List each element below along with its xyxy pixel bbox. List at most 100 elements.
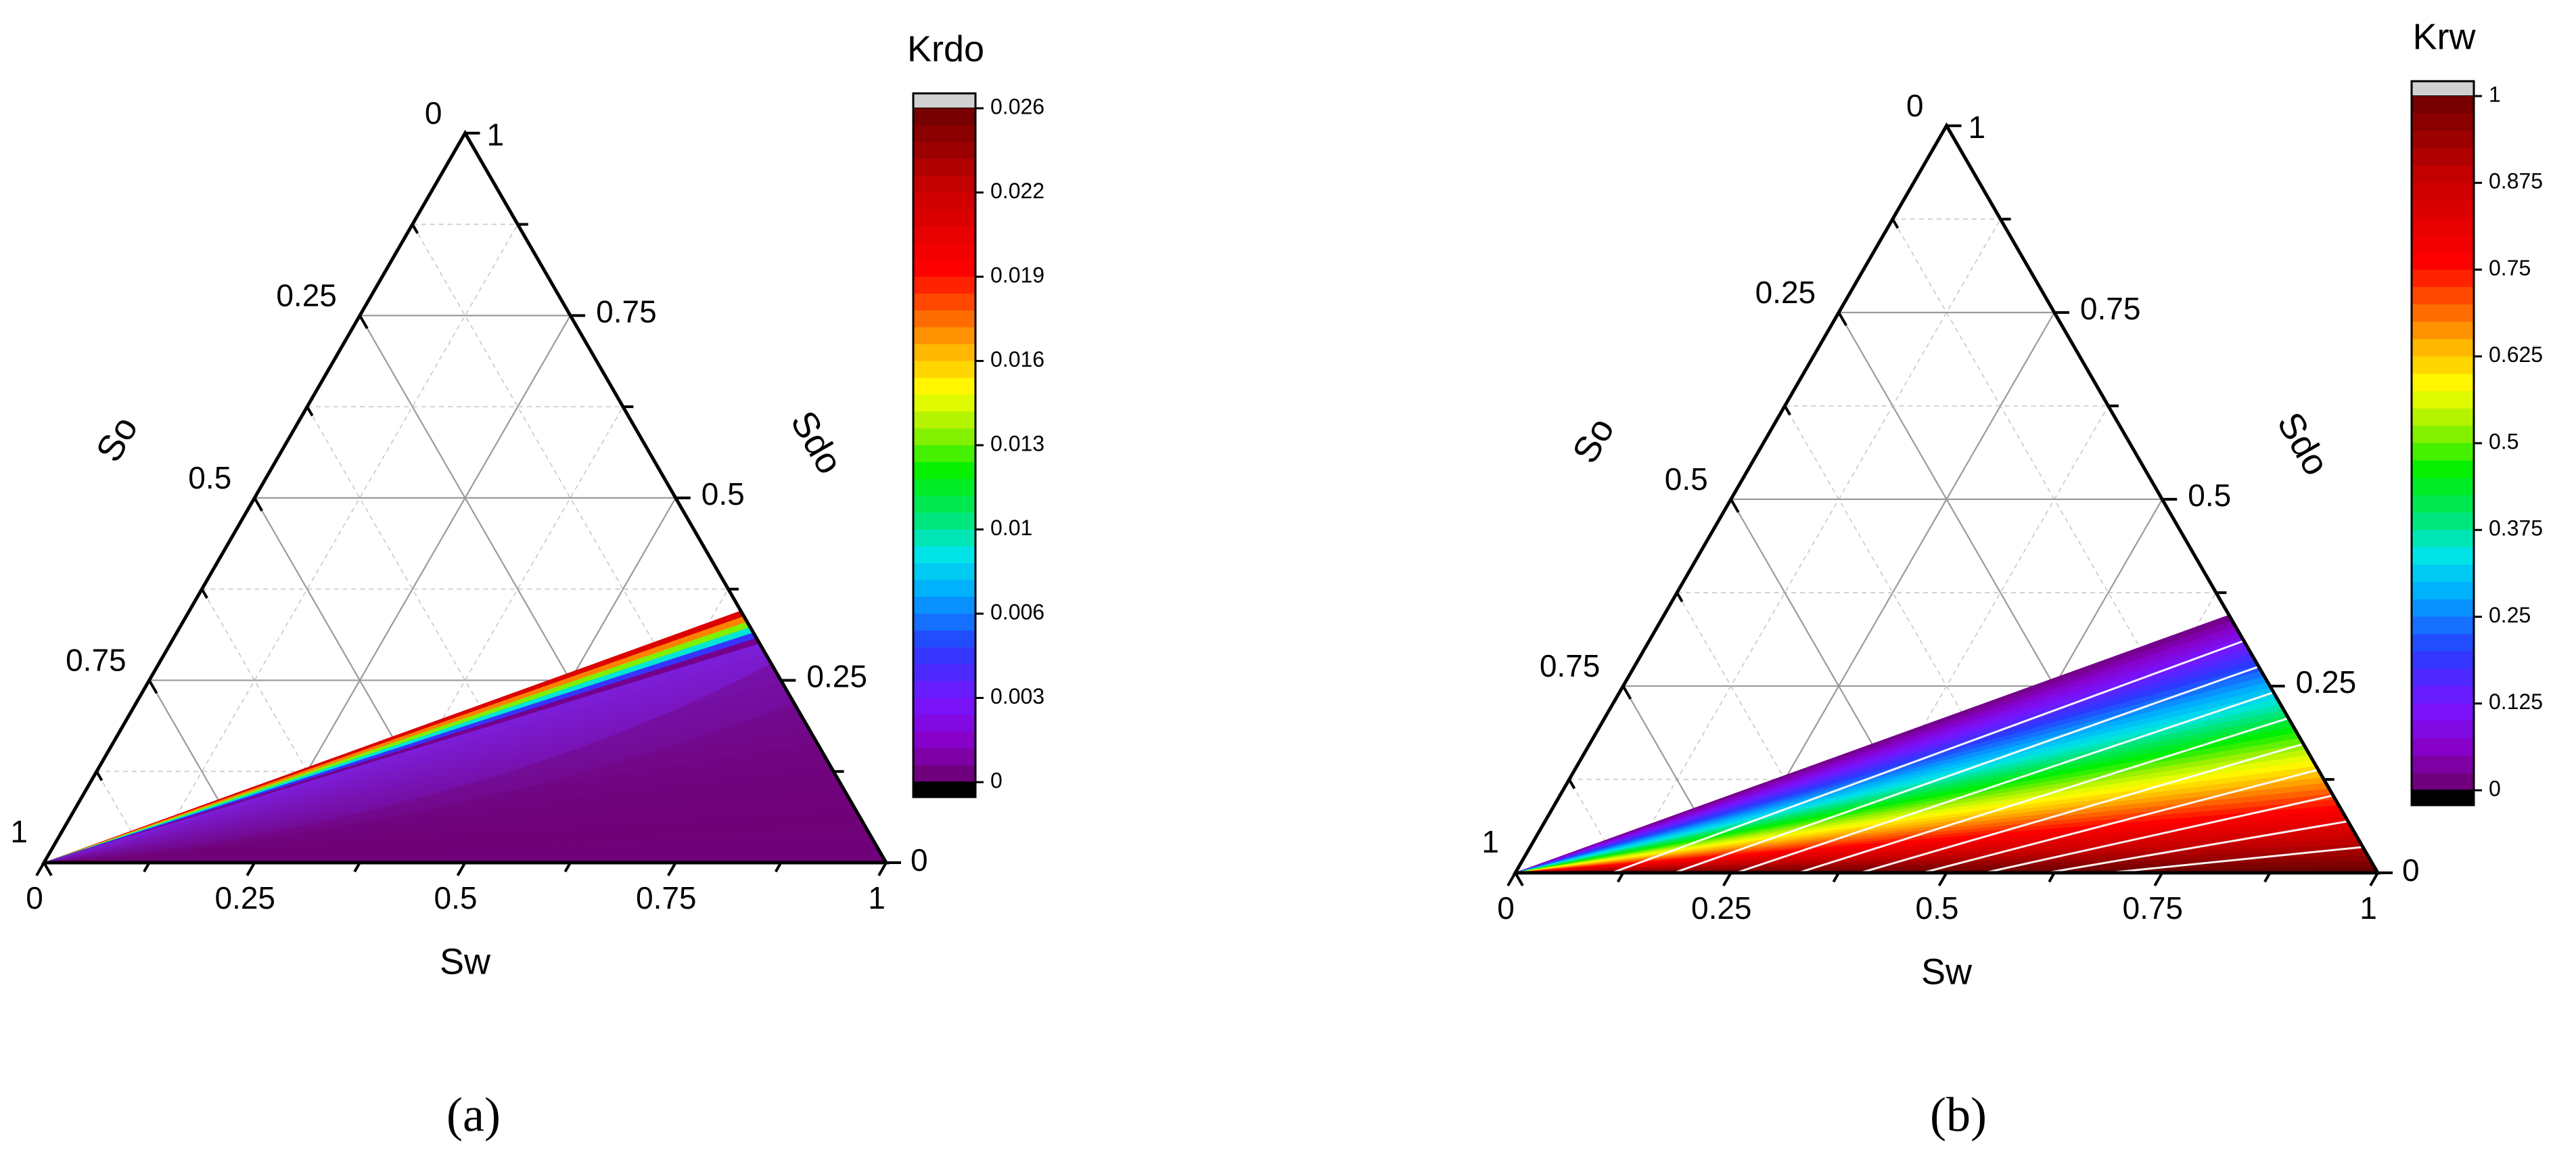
colorbar-swatch xyxy=(2412,616,2474,635)
tick-right-1: 1 xyxy=(487,117,505,152)
colorbar-swatch xyxy=(913,580,975,598)
contour-fill xyxy=(43,610,887,863)
tick-mark xyxy=(667,861,677,877)
colorbar-swatch xyxy=(913,529,975,547)
colorbar-swatch xyxy=(2412,304,2474,323)
tick-mark xyxy=(2048,871,2056,883)
tick-mark xyxy=(43,861,53,877)
contour-line xyxy=(1984,794,2334,874)
colorbar-swatch xyxy=(2412,217,2474,236)
colorbar-swatch xyxy=(913,630,975,648)
contour-band xyxy=(77,663,886,863)
tick-mark xyxy=(411,223,419,234)
tick-right-075: 0.75 xyxy=(2080,291,2141,326)
colorbar-swatch xyxy=(913,714,975,733)
contour-line xyxy=(1674,665,2259,874)
colorbar-title: Krdo xyxy=(907,28,984,69)
colorbar-under xyxy=(913,781,976,798)
colorbar-swatch xyxy=(2412,512,2474,531)
colorbar-tick-label: 0.25 xyxy=(2489,603,2531,627)
axis-title-sw: Sw xyxy=(440,941,491,982)
colorbar-swatch xyxy=(2412,252,2474,271)
colorbar-swatch xyxy=(2412,113,2474,132)
colorbar-swatch xyxy=(2412,96,2474,114)
colorbar-swatch xyxy=(913,243,975,261)
contour-fill xyxy=(1515,614,2378,874)
tick-right-075: 0.75 xyxy=(596,294,657,330)
tick-bottom-1: 1 xyxy=(2360,890,2377,926)
colorbar-swatch xyxy=(2412,391,2474,409)
contour-band xyxy=(77,783,886,863)
tick-mark xyxy=(2263,871,2272,883)
colorbar-swatch xyxy=(913,226,975,244)
colorbar-swatch xyxy=(2412,530,2474,548)
tick-right-05: 0.5 xyxy=(2188,478,2231,513)
colorbar-swatch xyxy=(913,108,975,126)
grid-line xyxy=(1622,219,2001,874)
colorbar-tick-label: 0.375 xyxy=(2489,516,2543,541)
colorbar-tick-label: 0.006 xyxy=(990,599,1044,624)
colorbar-swatch xyxy=(913,698,975,716)
colorbar-swatch xyxy=(913,445,975,463)
tick-mark xyxy=(2369,871,2379,887)
colorbar-swatch xyxy=(913,597,975,614)
tick-mark xyxy=(774,861,783,873)
tick-left-05: 0.5 xyxy=(188,460,231,495)
axis-title-so: So xyxy=(89,409,146,468)
colorbar-tick-label: 0.003 xyxy=(990,684,1044,708)
colorbar-swatch xyxy=(913,293,975,311)
colorbar-swatch xyxy=(913,327,975,345)
tick-mark xyxy=(1730,498,1740,513)
tick-bottom-05: 0.5 xyxy=(1916,890,1959,926)
colorbar-swatch xyxy=(913,192,975,210)
colorbar: 0 0.003 0.006 0.01 0.013 0.016 0.019 0.022 0.026… xyxy=(907,28,1044,798)
ternary-panel-a: 0 0.25 0.5 0.75 100.250.50.75110.750.50.250S… xyxy=(10,28,1044,1141)
colorbar-tick-label: 0.01 xyxy=(990,516,1032,540)
colorbar-tick-label: 0.625 xyxy=(2489,342,2543,367)
contour-band xyxy=(77,703,886,863)
tick-mark xyxy=(1832,871,1840,883)
colorbar-swatch xyxy=(2412,287,2474,305)
tick-left-0: 0 xyxy=(425,95,442,131)
tick-left-025: 0.25 xyxy=(1755,275,1816,310)
colorbar-tick-label: 0 xyxy=(990,768,1003,792)
axis-title-so: So xyxy=(1565,411,1622,470)
tick-mark xyxy=(1937,871,1948,887)
colorbar-tick-label: 1 xyxy=(2489,82,2501,106)
tick-mark xyxy=(253,497,263,512)
tick-mark xyxy=(1891,218,1900,229)
tick-mark xyxy=(1722,871,1732,887)
tick-bottom-0: 0 xyxy=(26,880,43,915)
colorbar-swatch xyxy=(2412,564,2474,583)
tick-mark xyxy=(877,861,888,877)
colorbar-tick-label: 0.019 xyxy=(990,263,1044,287)
tick-mark xyxy=(1616,871,1625,883)
colorbar-tick-label: 0.013 xyxy=(990,431,1044,455)
colorbar-swatch xyxy=(2412,148,2474,166)
colorbar-swatch xyxy=(913,277,975,294)
tick-right-0: 0 xyxy=(2402,853,2420,888)
colorbar-tick-label: 0.125 xyxy=(2489,689,2543,714)
tick-mark xyxy=(1567,778,1576,790)
colorbar-swatch xyxy=(913,512,975,530)
colorbar-swatch xyxy=(913,344,975,362)
axis-title-sw: Sw xyxy=(1921,951,1973,992)
colorbar-swatch xyxy=(2412,373,2474,392)
colorbar-over xyxy=(913,93,976,109)
contour-line xyxy=(1860,743,2304,874)
colorbar-swatch xyxy=(2412,460,2474,479)
contour-line xyxy=(2046,820,2349,874)
tick-left-0: 0 xyxy=(1906,88,1924,123)
colorbar-tick-label: 0.5 xyxy=(2489,429,2518,453)
tick-left-025: 0.25 xyxy=(276,278,337,313)
contour-band xyxy=(77,743,886,863)
tick-mark xyxy=(147,679,158,694)
colorbar-swatch xyxy=(913,664,975,682)
panel-label: (b) xyxy=(1930,1088,1987,1142)
tick-right-1: 1 xyxy=(1969,110,1986,145)
colorbar-swatch xyxy=(913,428,975,446)
tick-right-0: 0 xyxy=(911,842,928,878)
panel-label: (a) xyxy=(446,1088,501,1142)
